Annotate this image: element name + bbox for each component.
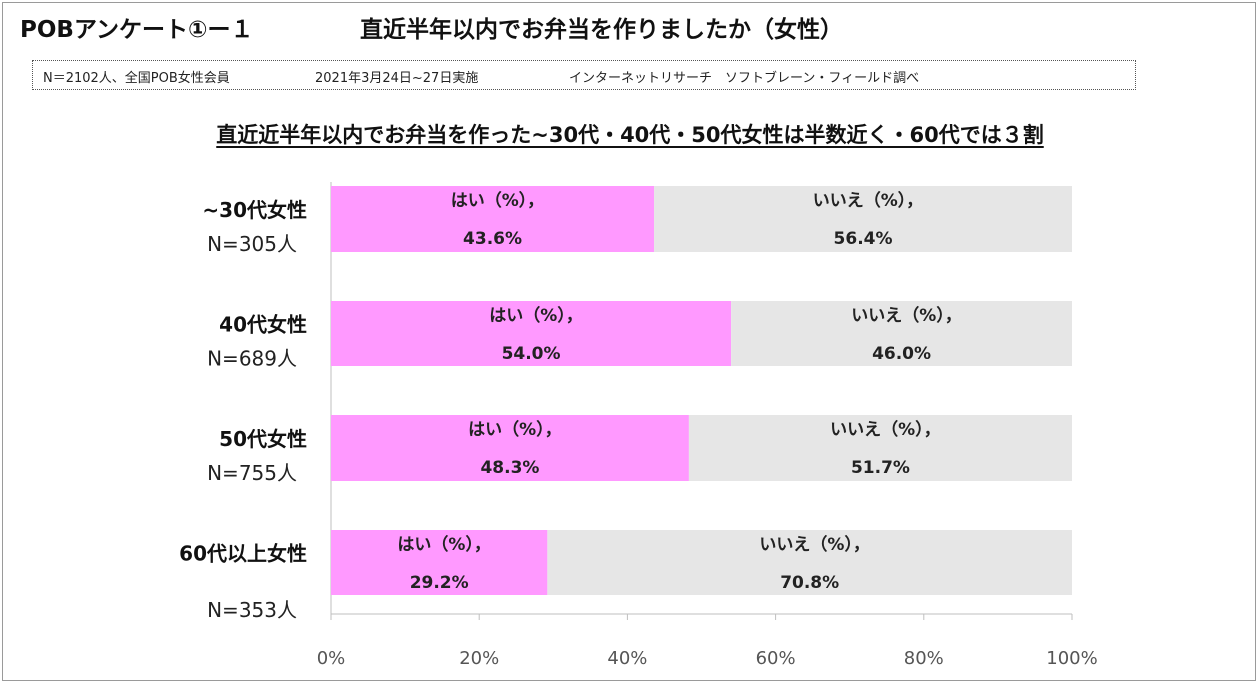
x-tick-label-3: 60% bbox=[756, 648, 796, 669]
survey-info-box: N＝2102人、全国POB女性会員 2021年3月24日~27日実施 インターネ… bbox=[32, 60, 1136, 90]
category-n-1: N=689人 bbox=[207, 347, 297, 371]
category-label-1: 40代女性 bbox=[219, 313, 307, 337]
data-label-yes-3: 29.2% bbox=[410, 573, 469, 593]
bar-no-2 bbox=[688, 415, 1072, 481]
category-label-2: 50代女性 bbox=[219, 427, 307, 451]
category-label-0: ~30代女性 bbox=[202, 198, 307, 222]
chart-subtitle-text: 直近近半年以内でお弁当を作った~30代・40代・50代女性は半数近く・60代では… bbox=[216, 123, 1044, 147]
series-label-no-2: いいえ（%）， bbox=[830, 419, 941, 440]
series-label-yes-0: はい（%）， bbox=[451, 190, 545, 211]
series-label-no-3: いいえ（%）， bbox=[759, 534, 870, 555]
survey-method: インターネットリサーチ ソフトブレーン・フィールド調べ bbox=[569, 71, 920, 86]
series-label-no-0: いいえ（%）， bbox=[813, 190, 924, 211]
x-tick-label-5: 100% bbox=[1046, 648, 1097, 669]
bar-no-3 bbox=[547, 530, 1072, 595]
survey-id: POBアンケート①ー１ bbox=[20, 17, 254, 43]
bar-no-1 bbox=[731, 301, 1072, 366]
category-label-3: 60代以上女性 bbox=[179, 542, 307, 566]
x-tick-label-1: 20% bbox=[459, 648, 499, 669]
page-header: POBアンケート①ー１ 直近半年以内でお弁当を作りましたか（女性） bbox=[20, 10, 843, 44]
survey-date: 2021年3月24日~27日実施 bbox=[315, 71, 479, 86]
survey-sample: N＝2102人、全国POB女性会員 bbox=[43, 71, 230, 86]
data-label-yes-0: 43.6% bbox=[463, 229, 522, 249]
category-n-3: N=353人 bbox=[207, 598, 297, 622]
bar-no-0 bbox=[654, 186, 1072, 252]
bar-yes-0 bbox=[331, 186, 655, 252]
chart-subtitle: 直近近半年以内でお弁当を作った~30代・40代・50代女性は半数近く・60代では… bbox=[0, 119, 1260, 149]
data-label-yes-1: 54.0% bbox=[502, 344, 561, 364]
x-tick-label-0: 0% bbox=[317, 648, 346, 669]
data-label-no-0: 56.4% bbox=[834, 229, 893, 249]
series-label-yes-3: はい（%）， bbox=[397, 534, 491, 555]
series-label-yes-2: はい（%）， bbox=[468, 419, 562, 440]
category-n-0: N=305人 bbox=[207, 232, 297, 256]
survey-question: 直近半年以内でお弁当を作りましたか（女性） bbox=[360, 17, 843, 43]
data-label-no-3: 70.8% bbox=[780, 573, 839, 593]
bar-yes-2 bbox=[331, 415, 689, 481]
category-n-2: N=755人 bbox=[207, 461, 297, 485]
x-tick-label-2: 40% bbox=[607, 648, 647, 669]
x-tick-label-4: 80% bbox=[904, 648, 944, 669]
series-label-no-1: いいえ（%）， bbox=[851, 305, 962, 326]
data-label-no-2: 51.7% bbox=[851, 458, 910, 478]
series-label-yes-1: はい（%）， bbox=[489, 305, 583, 326]
bar-yes-3 bbox=[331, 530, 548, 595]
data-label-no-1: 46.0% bbox=[872, 344, 931, 364]
data-label-yes-2: 48.3% bbox=[480, 458, 539, 478]
bar-yes-1 bbox=[331, 301, 732, 366]
